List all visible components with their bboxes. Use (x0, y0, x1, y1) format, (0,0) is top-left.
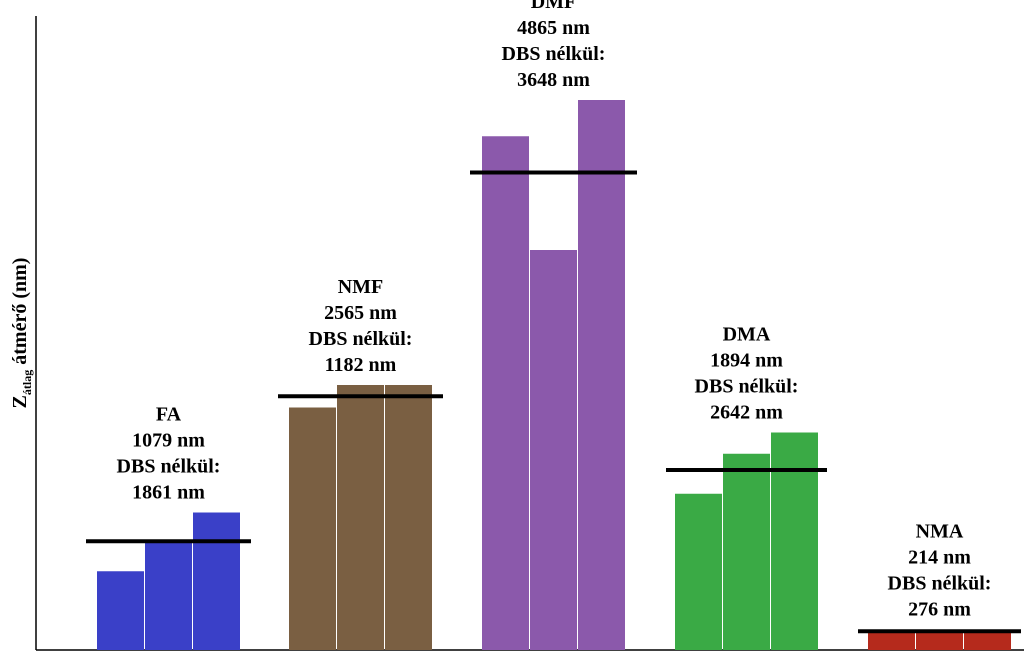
bar-dma-1 (675, 493, 722, 650)
bar-dmf-1 (482, 136, 529, 650)
mean-line-nmf (278, 394, 443, 399)
group-value-nmf: 2565 nm (324, 302, 397, 324)
mean-lines (86, 170, 1021, 634)
y-axis-label-sub: átlag (20, 370, 34, 395)
group-name-fa: FA (156, 404, 182, 426)
group-dbs-value-dma: 2642 nm (710, 402, 783, 424)
bar-nmf-1 (289, 407, 336, 650)
bar-dma-3 (771, 432, 818, 650)
group-value-fa: 1079 nm (132, 430, 205, 452)
bar-nma-1 (868, 632, 915, 650)
mean-line-nma (858, 629, 1021, 634)
group-dbs-value-fa: 1861 nm (132, 482, 205, 504)
bar-fa-2 (145, 541, 192, 650)
mean-line-fa (86, 539, 251, 544)
bar-dmf-2 (530, 250, 577, 650)
group-labels: FA 1079 nm DBS nélkül: 1861 nm NMF 2565 nm DBS… (117, 0, 992, 620)
group-dbs-label-nma: DBS nélkül: (888, 572, 992, 594)
group-value-nma: 214 nm (908, 546, 971, 568)
group-dbs-value-nma: 276 nm (908, 598, 971, 620)
mean-line-dmf (470, 170, 637, 175)
bar-nma-2 (916, 632, 963, 650)
bar-nmf-2 (337, 385, 384, 650)
mean-line-dma (666, 468, 827, 472)
bar-nma-3 (964, 632, 1011, 650)
bars (97, 100, 1011, 650)
bar-fa-1 (97, 571, 144, 650)
group-dbs-label-fa: DBS nélkül: (117, 456, 221, 478)
bar-fa-3 (193, 512, 240, 650)
y-axis-label: Zátlag átmérő (nm) (9, 258, 34, 409)
bar-nmf-3 (385, 385, 432, 650)
group-dbs-label-nmf: DBS nélkül: (309, 328, 413, 350)
group-name-nmf: NMF (338, 276, 384, 298)
y-axis-label-rest: átmérő (nm) (9, 258, 31, 370)
group-dbs-value-dmf: 3648 nm (517, 69, 590, 91)
group-name-dma: DMA (723, 324, 771, 346)
bar-dmf-3 (578, 100, 625, 650)
bar-dma-2 (723, 453, 770, 650)
group-dbs-label-dmf: DBS nélkül: (502, 43, 606, 65)
group-dbs-label-dma: DBS nélkül: (695, 376, 799, 398)
group-value-dma: 1894 nm (710, 350, 783, 372)
group-value-dmf: 4865 nm (517, 17, 590, 39)
group-name-dmf: DMF (531, 0, 577, 13)
y-axis-label-main: Z (9, 395, 31, 408)
group-dbs-value-nmf: 1182 nm (325, 354, 397, 376)
group-name-nma: NMA (916, 520, 964, 542)
